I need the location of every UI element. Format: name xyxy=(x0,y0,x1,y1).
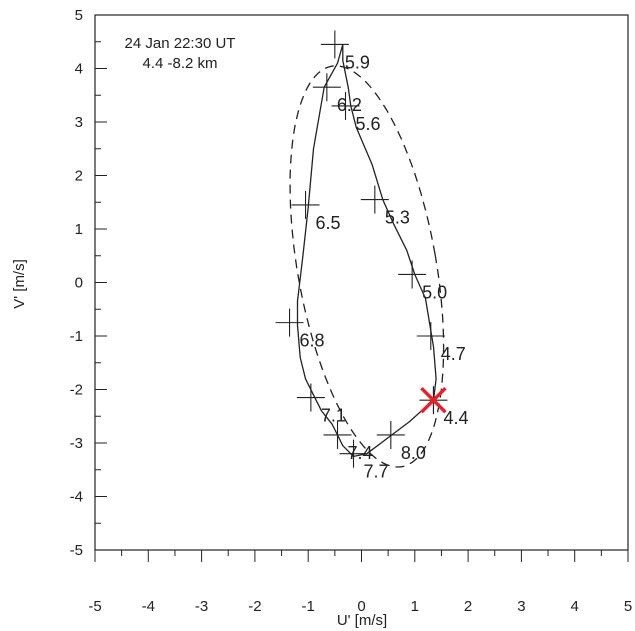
altitude-label: 7.4 xyxy=(348,443,373,463)
x-tick-label: 4 xyxy=(571,598,579,615)
y-tick-label: 4 xyxy=(75,61,83,78)
y-tick-label: -5 xyxy=(70,542,83,559)
x-tick-label: -3 xyxy=(195,598,208,615)
x-tick-labels: -5 -4 -3 -2 -1 0 1 2 3 4 5 xyxy=(88,598,632,615)
y-tick-label: 2 xyxy=(75,168,83,185)
markers-group: 5.9 5.66.2 5.3 5.0 4.7 6.5 6.8 7.17.4 8.0 7.7 4.4 xyxy=(275,30,468,482)
y-tick-label: -1 xyxy=(70,328,83,345)
x-tick-label: 1 xyxy=(411,598,419,615)
altitude-label: 8.0 xyxy=(401,443,426,463)
x-tick-label: -5 xyxy=(88,598,101,615)
start-marker-x xyxy=(420,386,447,414)
y-tick-label: 0 xyxy=(75,275,83,292)
y-tick-label: -2 xyxy=(70,382,83,399)
x-tick-label: -2 xyxy=(248,598,261,615)
altitude-label: 4.7 xyxy=(441,344,466,364)
x-tick-label: 5 xyxy=(624,598,632,615)
y-tick-label: -3 xyxy=(70,435,83,452)
altitude-label: 5.6 xyxy=(356,114,381,134)
series-group xyxy=(289,43,445,468)
x-tick-label: 3 xyxy=(517,598,525,615)
altitude-label: 7.7 xyxy=(364,462,389,482)
x-tick-label: 2 xyxy=(464,598,472,615)
altitude-label: 4.4 xyxy=(443,408,468,428)
x-tick-label: -1 xyxy=(302,598,315,615)
uncertainty-ellipse xyxy=(289,65,445,468)
hodograph-line xyxy=(296,43,437,458)
chart-title-line-2: 4.4 -8.2 km xyxy=(142,55,217,72)
x-tick-label: 0 xyxy=(357,598,365,615)
altitude-label: 6.2 xyxy=(337,95,362,115)
altitude-label: 5.3 xyxy=(385,208,410,228)
altitude-label: 6.5 xyxy=(316,213,341,233)
altitude-label: 7.1 xyxy=(321,406,346,426)
y-axis-label: V' [m/s] xyxy=(11,259,28,309)
y-tick-label: 1 xyxy=(75,221,83,238)
axis-ticks xyxy=(94,14,629,562)
y-tick-label: 5 xyxy=(75,7,83,24)
y-tick-label: -4 xyxy=(70,489,83,506)
altitude-label: 5.0 xyxy=(422,282,447,302)
y-tick-label: 3 xyxy=(75,114,83,131)
x-axis-label: U' [m/s] xyxy=(337,612,387,629)
y-tick-labels: -5 -4 -3 -2 -1 0 1 2 3 4 5 xyxy=(70,7,83,559)
altitude-label: 5.9 xyxy=(345,52,370,72)
x-tick-label: -4 xyxy=(142,598,155,615)
chart-title-line-1: 24 Jan 22:30 UT xyxy=(125,35,236,52)
altitude-label: 6.8 xyxy=(300,331,325,351)
